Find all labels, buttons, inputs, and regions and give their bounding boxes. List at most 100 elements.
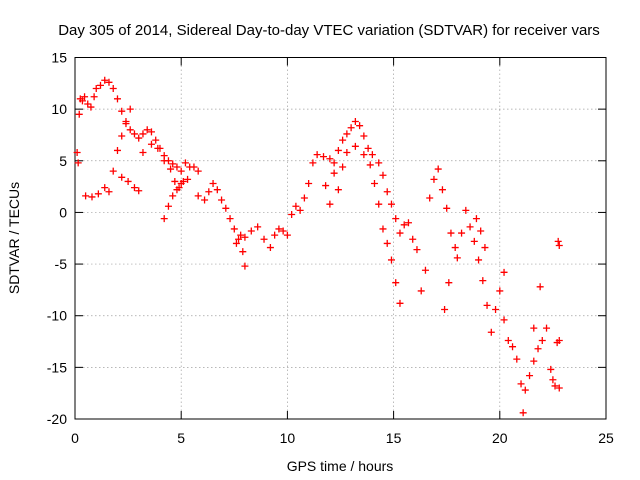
data-point bbox=[213, 186, 221, 194]
data-point bbox=[504, 337, 512, 345]
data-point bbox=[375, 159, 383, 167]
data-point bbox=[470, 237, 478, 245]
data-points bbox=[73, 76, 563, 417]
data-point bbox=[94, 190, 102, 198]
data-point bbox=[147, 140, 155, 148]
data-point bbox=[288, 210, 296, 218]
x-tick-label: 25 bbox=[598, 430, 614, 446]
data-point bbox=[222, 204, 230, 212]
data-point bbox=[105, 188, 113, 196]
data-point bbox=[330, 159, 338, 167]
data-point bbox=[135, 134, 143, 142]
data-point bbox=[266, 244, 274, 252]
y-axis-label: SDTVAR / TECUs bbox=[6, 182, 22, 294]
data-point bbox=[477, 227, 485, 235]
data-point bbox=[392, 279, 400, 287]
data-point bbox=[555, 337, 563, 345]
data-point bbox=[409, 235, 417, 243]
data-point bbox=[271, 231, 279, 239]
data-point bbox=[481, 244, 489, 252]
data-point bbox=[347, 124, 355, 132]
data-point bbox=[458, 229, 466, 237]
data-point bbox=[194, 192, 202, 200]
data-point bbox=[82, 192, 90, 200]
data-point bbox=[88, 193, 96, 201]
data-point bbox=[118, 173, 126, 181]
data-point bbox=[400, 221, 408, 229]
data-point bbox=[555, 384, 563, 392]
data-point bbox=[434, 165, 442, 173]
data-point bbox=[167, 165, 175, 173]
data-point bbox=[517, 380, 525, 388]
data-point bbox=[177, 167, 185, 175]
data-point bbox=[370, 180, 378, 188]
data-point bbox=[109, 84, 117, 92]
y-tick-label: -10 bbox=[47, 308, 67, 324]
data-point bbox=[90, 93, 98, 101]
data-point bbox=[534, 345, 542, 353]
x-tick-label: 20 bbox=[492, 430, 508, 446]
data-point bbox=[334, 146, 342, 154]
data-point bbox=[483, 301, 491, 309]
data-point bbox=[343, 149, 351, 157]
data-point bbox=[84, 100, 92, 108]
data-point bbox=[260, 235, 268, 243]
data-point bbox=[521, 386, 529, 394]
data-point bbox=[475, 256, 483, 264]
data-point bbox=[126, 126, 134, 134]
data-point bbox=[375, 200, 383, 208]
data-point bbox=[479, 277, 487, 285]
data-point bbox=[383, 239, 391, 247]
data-point bbox=[230, 225, 238, 233]
data-point bbox=[462, 206, 470, 214]
plot-frame bbox=[74, 57, 607, 420]
data-point bbox=[334, 186, 342, 194]
data-point bbox=[309, 159, 317, 167]
data-point bbox=[360, 151, 368, 159]
data-point bbox=[218, 196, 226, 204]
data-point bbox=[330, 169, 338, 177]
data-point bbox=[379, 171, 387, 179]
data-point bbox=[124, 177, 132, 185]
data-point bbox=[201, 196, 209, 204]
data-point bbox=[113, 146, 121, 154]
data-point bbox=[430, 175, 438, 183]
data-point bbox=[190, 163, 198, 171]
data-point bbox=[300, 194, 308, 202]
data-point bbox=[279, 227, 287, 235]
data-point bbox=[379, 225, 387, 233]
data-point bbox=[339, 163, 347, 171]
data-point bbox=[181, 159, 189, 167]
data-point bbox=[184, 175, 192, 183]
data-point bbox=[343, 130, 351, 138]
data-point bbox=[543, 324, 551, 332]
data-point bbox=[241, 262, 249, 270]
data-point bbox=[360, 132, 368, 140]
x-tick-label: 10 bbox=[280, 430, 296, 446]
data-point bbox=[326, 200, 334, 208]
data-point bbox=[292, 202, 300, 210]
data-point bbox=[320, 153, 328, 161]
data-point bbox=[396, 299, 404, 307]
data-point bbox=[472, 215, 480, 223]
data-point bbox=[139, 149, 147, 157]
data-point bbox=[538, 337, 546, 345]
data-point bbox=[509, 343, 517, 351]
data-point bbox=[547, 365, 555, 373]
data-point bbox=[441, 306, 449, 314]
data-point bbox=[164, 202, 172, 210]
data-point bbox=[74, 159, 82, 167]
data-point bbox=[171, 177, 179, 185]
data-point bbox=[194, 167, 202, 175]
data-point bbox=[496, 287, 504, 295]
data-point bbox=[536, 283, 544, 291]
data-point bbox=[351, 142, 359, 150]
data-point bbox=[160, 157, 168, 165]
data-point bbox=[453, 254, 461, 262]
data-point bbox=[101, 184, 109, 192]
data-point bbox=[143, 126, 151, 134]
data-point bbox=[438, 186, 446, 194]
data-point bbox=[73, 149, 81, 157]
x-tick-label: 0 bbox=[71, 430, 79, 446]
data-point bbox=[109, 167, 117, 175]
